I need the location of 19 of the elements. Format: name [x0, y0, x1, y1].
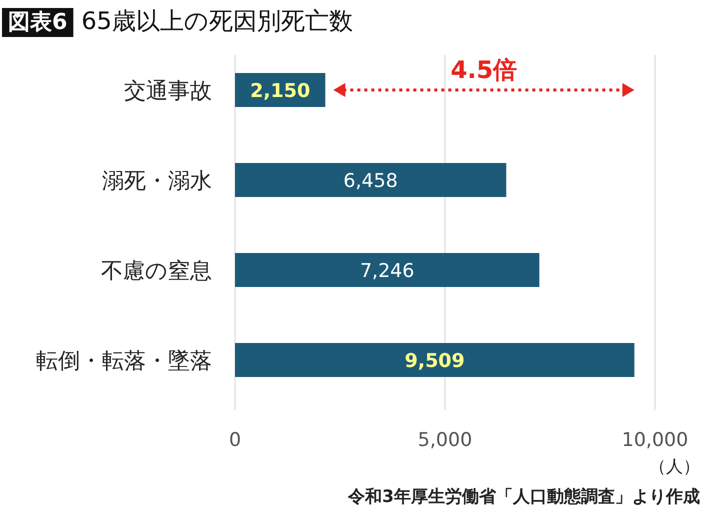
data-label: 7,246	[360, 260, 414, 282]
bar	[235, 163, 506, 197]
data-label: 2,150	[250, 80, 310, 102]
annotation: 4.5倍	[450, 56, 518, 84]
data-label: 6,458	[343, 170, 398, 192]
y-tick-label: 溺死・溺水	[102, 169, 212, 194]
x-tick-label: 5,000	[418, 429, 472, 451]
x-tick-label: 0	[228, 429, 242, 451]
bar	[235, 343, 634, 377]
y-tick-label: 不慮の窒息	[101, 259, 212, 284]
chart-subtitle: 65歳以上の死因別死亡数	[81, 7, 353, 35]
bar	[235, 253, 540, 287]
text: 令和3年厚生労働省「人口動態調査」より作成	[347, 487, 700, 507]
data-label: 9,509	[404, 350, 465, 372]
text: （人）	[649, 457, 700, 477]
x-tick-label: 10,000	[622, 429, 688, 451]
y-tick-label: 交通事故	[124, 79, 212, 104]
text: 図表6	[8, 10, 68, 35]
y-tick-label: 転倒・転落・墜落	[36, 349, 212, 374]
